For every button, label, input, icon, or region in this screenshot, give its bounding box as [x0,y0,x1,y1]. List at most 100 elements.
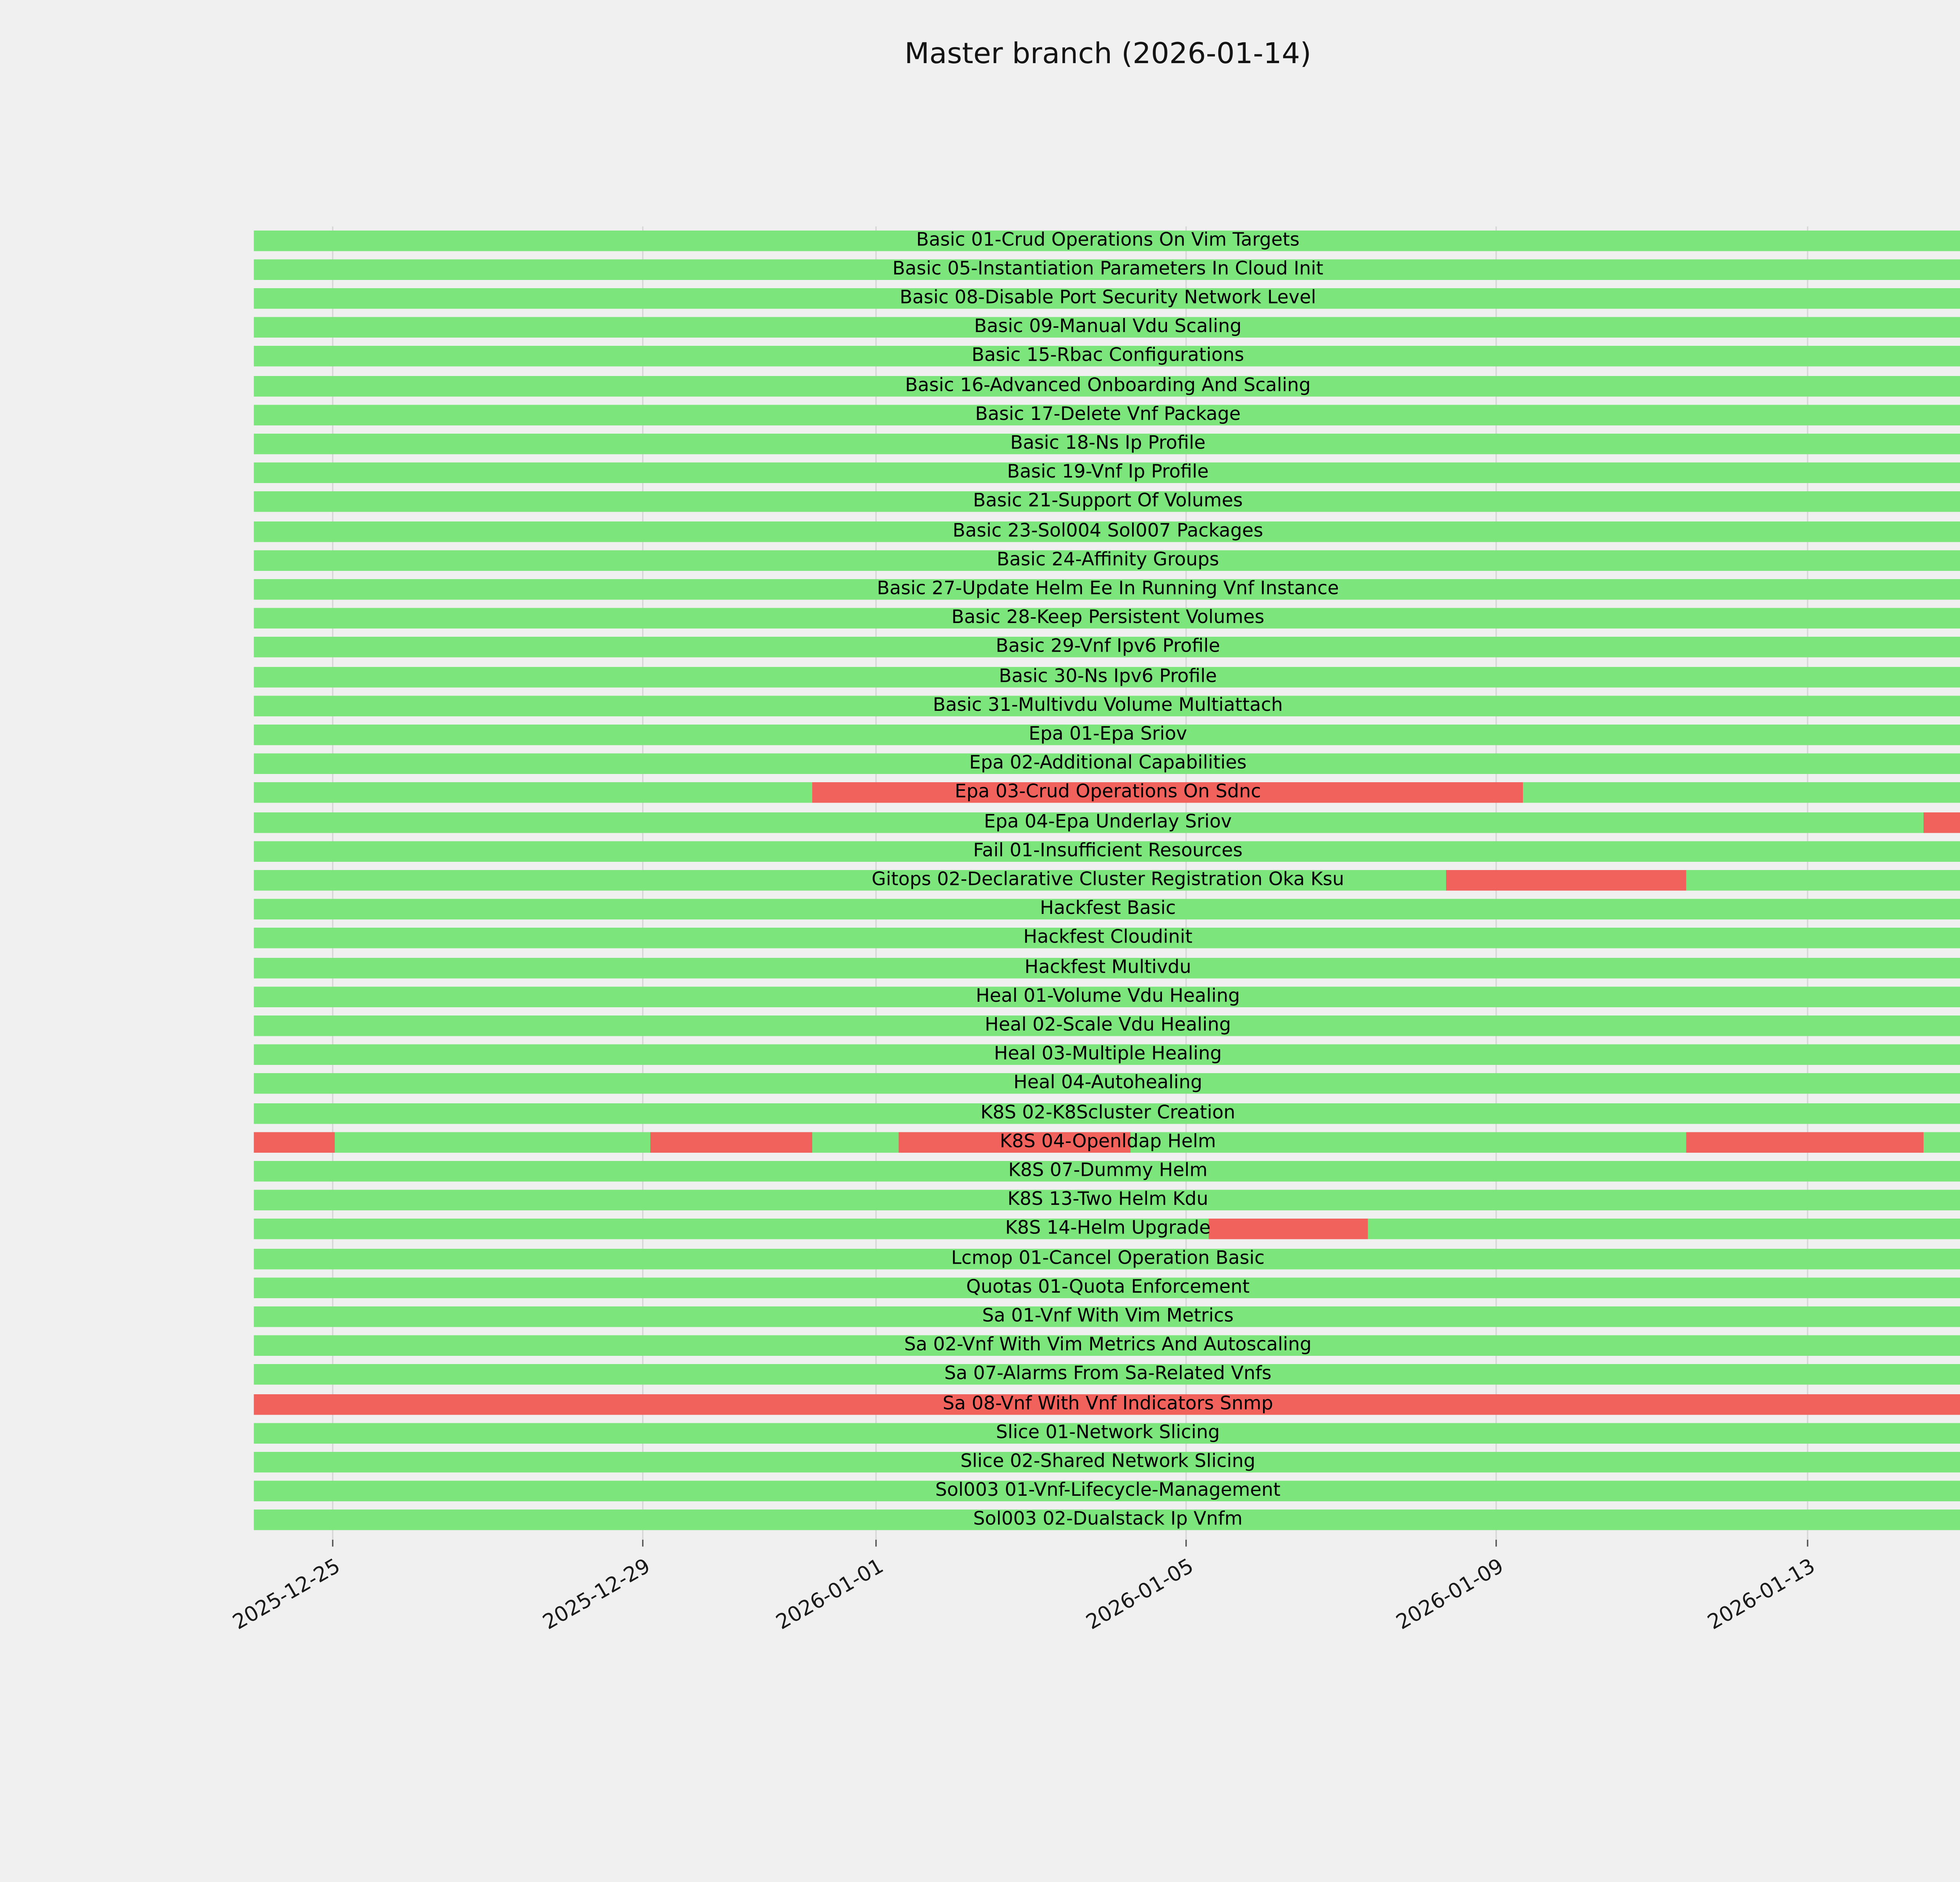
row-label: Basic 19-Vnf Ip Profile [1007,461,1209,483]
fail-segment [813,783,1523,803]
gantt-row: Heal 02-Scale Vdu Healing [254,1015,1960,1036]
row-label: Basic 24-Affinity Groups [996,548,1219,570]
row-label: Epa 01-Epa Sriov [1029,723,1187,745]
gantt-row: Sa 02-Vnf With Vim Metrics And Autoscali… [254,1335,1960,1356]
pass-bar [254,1510,1960,1531]
gantt-row: Gitops 02-Declarative Cluster Registrati… [254,868,1960,891]
x-tick-mark [331,1540,333,1547]
row-label: Basic 28-Keep Persistent Volumes [951,607,1265,629]
gantt-row: Slice 01-Network Slicing [254,1422,1960,1443]
gantt-row: Basic 17-Delete Vnf Package [254,404,1960,425]
pass-bar [254,550,1960,570]
pass-bar [254,404,1960,425]
row-label: Basic 16-Advanced Onboarding And Scaling [905,374,1311,396]
pass-bar [254,1190,1960,1211]
row-label: Basic 29-Vnf Ipv6 Profile [996,636,1220,658]
pass-bar [254,1422,1960,1443]
x-tick-mark [642,1540,644,1547]
fail-segment [1209,1219,1368,1240]
row-label: Gitops 02-Declarative Cluster Registrati… [871,868,1345,891]
gantt-row: Heal 04-Autohealing [254,1073,1960,1094]
pass-bar [254,579,1960,600]
pass-bar [254,1306,1960,1327]
fail-segment [650,1132,813,1152]
row-label: Sa 02-Vnf With Vim Metrics And Autoscali… [904,1334,1312,1356]
row-label: K8S 14-Helm Upgrade [1005,1217,1211,1240]
gantt-row: Basic 29-Vnf Ipv6 Profile [254,636,1960,658]
gantt-row: Epa 01-Epa Sriov [254,723,1960,745]
plot-area: Basic 01-Crud Operations On Vim Targets B… [254,226,1960,1540]
pass-bar [254,462,1960,483]
gantt-row: Basic 23-Sol004 Sol007 Packages [254,519,1960,541]
gantt-row: Fail 01-Insufficient Resources [254,840,1960,861]
chart-title: Master branch (2026-01-14) [904,37,1312,70]
pass-bar [254,230,1960,251]
pass-bar [254,986,1960,1007]
pass-bar [254,724,1960,745]
gantt-row: Basic 09-Manual Vdu Scaling [254,316,1960,338]
row-label: Basic 15-Rbac Configurations [971,345,1244,367]
pass-bar [254,695,1960,716]
pass-bar [254,753,1960,774]
gantt-row: Basic 19-Vnf Ip Profile [254,461,1960,483]
pass-bar [254,1044,1960,1065]
row-label: Hackfest Basic [1040,897,1176,920]
pass-bar [254,433,1960,454]
row-label: Quotas 01-Quota Enforcement [966,1275,1250,1298]
pass-bar [254,1364,1960,1385]
row-label: Basic 17-Delete Vnf Package [975,403,1241,425]
gantt-row: Sa 08-Vnf With Vnf Indicators Snmp [254,1393,1960,1414]
gantt-row: Basic 27-Update Helm Ee In Running Vnf I… [254,578,1960,600]
x-tick-label: 2025-12-25 [228,1553,344,1635]
row-label: K8S 13-Two Helm Kdu [1007,1188,1209,1211]
gantt-row: Basic 16-Advanced Onboarding And Scaling [254,375,1960,396]
gantt-row: Epa 04-Epa Underlay Sriov [254,811,1960,832]
gantt-row: Sol003 01-Vnf-Lifecycle-Management [254,1479,1960,1502]
x-axis: 2025-12-25 2025-12-29 2026-01-01 2026-01-05… [228,1540,1960,1732]
pass-bar [254,259,1960,280]
gantt-row: Quotas 01-Quota Enforcement [254,1277,1960,1298]
pass-bar [254,841,1960,861]
pass-bar [254,957,1960,978]
pass-bar [254,1161,1960,1182]
x-tick-label: 2026-01-09 [1392,1553,1509,1635]
gantt-row: Sa 01-Vnf With Vim Metrics [254,1306,1960,1327]
pass-bar [254,637,1960,658]
row-label: Sol003 01-Vnf-Lifecycle-Management [935,1479,1281,1502]
gantt-row: Hackfest Basic [254,897,1960,920]
fail-segment [898,1132,1131,1152]
row-label: Lcmop 01-Cancel Operation Basic [951,1246,1265,1269]
row-label: K8S 02-K8Scluster Creation [980,1101,1236,1123]
row-label: Hackfest Multivdu [1024,956,1191,978]
row-label: K8S 04-Openldap Helm [1000,1130,1216,1152]
gantt-row: Basic 15-Rbac Configurations [254,345,1960,367]
pass-bar [254,1481,1960,1502]
row-label: Hackfest Cloudinit [1023,926,1192,949]
row-label: Heal 02-Scale Vdu Healing [985,1014,1231,1036]
gantt-row: Lcmop 01-Cancel Operation Basic [254,1248,1960,1269]
gantt-row: K8S 04-Openldap Helm [254,1130,1960,1152]
row-label: Slice 01-Network Slicing [996,1421,1220,1443]
pass-bar [254,288,1960,309]
gantt-row: Epa 02-Additional Capabilities [254,753,1960,774]
gantt-row: Heal 03-Multiple Healing [254,1044,1960,1065]
gantt-row: Hackfest Multivdu [254,957,1960,978]
row-label: Basic 21-Support Of Volumes [973,490,1243,512]
pass-bar [254,1074,1960,1094]
gantt-row: Epa 03-Crud Operations On Sdnc [254,782,1960,803]
x-tick-mark [1496,1540,1498,1547]
pass-bar [254,346,1960,367]
gantt-row: K8S 13-Two Helm Kdu [254,1188,1960,1211]
gantt-row: Sa 07-Alarms From Sa-Related Vnfs [254,1364,1960,1385]
pass-bar [254,899,1960,920]
pass-bar [254,928,1960,949]
x-tick-label: 2025-12-29 [538,1553,655,1635]
row-label: Basic 23-Sol004 Sol007 Packages [953,519,1263,541]
pass-bar [254,375,1960,396]
x-tick-label: 2026-01-01 [771,1553,887,1635]
gantt-row: K8S 02-K8Scluster Creation [254,1101,1960,1123]
pass-bar [254,1335,1960,1356]
pass-bar [254,1015,1960,1036]
